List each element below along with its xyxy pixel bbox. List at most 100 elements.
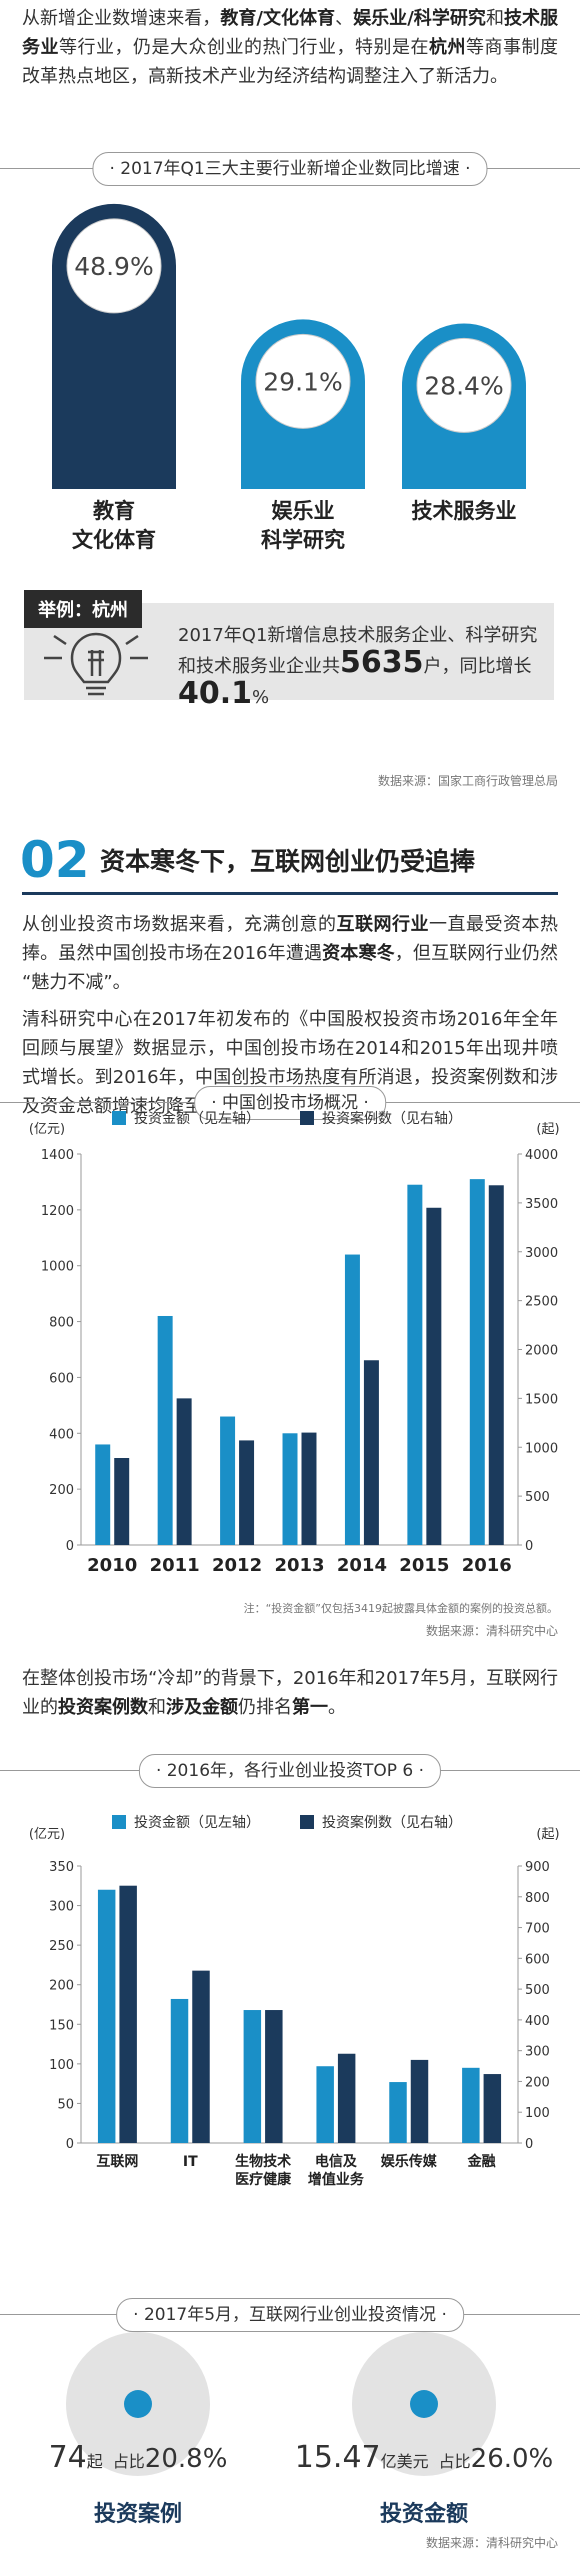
text-run: 和: [485, 8, 504, 29]
bar: [282, 1433, 298, 1545]
x-tick-label: 2012: [212, 1555, 263, 1576]
legend-swatch: [300, 1111, 314, 1125]
text-run: 娱乐业/科学研究: [353, 8, 486, 29]
text-run: 等商事制度改革热点地区，高新技术产业为经济结构调整注入了新活力。: [22, 37, 558, 87]
bar: [301, 1432, 317, 1545]
y-tick-label: 100: [49, 2058, 74, 2073]
text-run: 仍排名: [238, 1697, 292, 1718]
y2-tick-label: 2500: [525, 1295, 558, 1310]
y2-tick-label: 1000: [525, 1441, 558, 1456]
paragraph: 清科研究中心在2017年初发布的《中国股权投资市场2016年全年回顾与展望》数据…: [22, 1005, 558, 1121]
source: 数据来源：国家工商行政管理总局: [377, 774, 558, 788]
value-badge: [255, 333, 351, 429]
y-tick-label: 50: [57, 2097, 74, 2112]
y2-tick-label: 3500: [525, 1197, 558, 1212]
legend-swatch: [112, 1111, 126, 1125]
y-tick-label: 200: [49, 1979, 74, 1994]
y2-tick-label: 0: [525, 1539, 533, 1554]
y-tick-label: 250: [49, 1939, 74, 1954]
x-tick-label: 2010: [87, 1555, 138, 1576]
chart: 投资金额（见左轴） 投资案例数（见右轴） (亿元) (起) 0 50 100 150 200 25…: [0, 1800, 580, 2220]
text-run: 2017年Q1新增信息技术服务企业、科学研究和技术服务业企业共: [178, 625, 538, 677]
text-run: 杭州: [429, 37, 466, 58]
value-label: 28.4%: [424, 371, 503, 400]
title-bar: · 中国创投市场概况 ·: [0, 1086, 580, 1120]
bar: [176, 1398, 192, 1545]
text-run: 第一: [292, 1697, 328, 1718]
y2-tick-label: 300: [525, 2045, 550, 2060]
stat-share: 26.0%: [470, 2444, 554, 2474]
x-tick-label: 电信及 增值业务: [307, 2154, 364, 2188]
y2-tick-label: 4000: [525, 1148, 558, 1163]
chart-title: · 2017年Q1三大主要行业新增企业数同比增速 ·: [92, 152, 488, 186]
stat-row: 15.47亿美元 占比26.0%: [295, 2440, 554, 2475]
x-tick-label: 2016: [461, 1555, 512, 1576]
stat-row: 74起 占比20.8%: [49, 2440, 228, 2475]
bar: [119, 1885, 137, 2143]
chart-title: · 2016年，各行业创业投资TOP 6 ·: [138, 1754, 442, 1788]
bar: [243, 2010, 262, 2143]
y-tick-label: 600: [49, 1371, 74, 1386]
text-run: 5635: [340, 645, 424, 680]
bar: [462, 2067, 480, 2143]
text-run: %: [252, 687, 270, 708]
paragraph: 在整体创投市场“冷却”的背景下，2016年和2017年5月，互联网行业的投资案例…: [22, 1664, 558, 1722]
value-label: 48.9%: [74, 252, 153, 281]
y2-tick-label: 800: [525, 1891, 550, 1906]
stat-label: 投资案例: [93, 2502, 183, 2527]
value-badge: [416, 337, 512, 433]
bar: [389, 2082, 407, 2143]
text-run: 40.1: [178, 676, 253, 711]
x-tick-label: 2014: [336, 1555, 387, 1576]
legend-label: 投资案例数（见右轴）: [322, 1814, 462, 1831]
y-tick-label: 1200: [41, 1204, 74, 1219]
bar: [337, 2053, 356, 2143]
legend-label: 投资金额（见左轴）: [134, 1815, 260, 1831]
bar: [316, 2066, 334, 2143]
y-axis-label: (亿元): [29, 1827, 65, 1842]
legend-swatch: [300, 1815, 314, 1829]
text-run: 互联网行业: [336, 914, 430, 935]
example-tag: 举例：杭州: [24, 590, 142, 628]
y2-tick-label: 500: [525, 1983, 550, 1998]
x-tick-label: 金融: [467, 2154, 496, 2170]
bar: [170, 1998, 189, 2143]
text-run: 涉及金额: [166, 1697, 238, 1718]
section-rule: [22, 892, 558, 895]
y-tick-label: 0: [66, 1539, 74, 1554]
y2-tick-label: 600: [525, 1952, 550, 1967]
text-run: 和: [148, 1697, 166, 1718]
stat-share-label: 占比: [438, 2452, 471, 2471]
y-axis-label: (亿元): [29, 1122, 65, 1137]
legend-label: 投资金额（见左轴）: [134, 1111, 260, 1127]
stat-unit: 亿美元: [380, 2452, 429, 2471]
legend-swatch: [112, 1815, 126, 1829]
stat-share: 20.8%: [144, 2444, 228, 2474]
y-tick-label: 800: [49, 1316, 74, 1331]
bulb-icon: [44, 632, 148, 696]
text-run: 户，同比增长: [423, 656, 532, 677]
y2-tick-label: 400: [525, 2014, 550, 2029]
text-run: 从新增企业数增速来看，: [22, 8, 221, 29]
source: 数据来源：清科研究中心: [425, 2536, 558, 2550]
y2-tick-label: 1500: [525, 1392, 558, 1407]
bar: [97, 1889, 116, 2143]
text-run: 一直最受资本热捧。虽然中国创投市场在2016年遭遇: [22, 914, 558, 964]
value-badge: [66, 218, 162, 314]
intro-paragraph: 从新增企业数增速来看，教育/文化体育、娱乐业/科学研究和技术服务业等行业，仍是大…: [22, 4, 558, 91]
y-tick-label: 300: [49, 1900, 74, 1915]
text-run: 技术服务业: [22, 8, 559, 58]
bar: [265, 2010, 283, 2143]
bar: [192, 1970, 210, 2143]
y2-tick-label: 500: [525, 1490, 550, 1505]
title-bar: · 2017年5月，互联网行业创业投资情况 ·: [0, 2298, 580, 2332]
bar: [95, 1444, 111, 1545]
y2-tick-label: 3000: [525, 1246, 558, 1261]
title-bar: · 2016年，各行业创业投资TOP 6 ·: [0, 1754, 580, 1788]
stat-number: 74: [48, 2440, 87, 2475]
y-tick-label: 0: [66, 2137, 74, 2152]
bar: [363, 1360, 379, 1545]
bar: [220, 1416, 236, 1545]
section-title: 资本寒冬下，互联网创业仍受追捧: [100, 847, 476, 876]
bar: [344, 1254, 360, 1545]
